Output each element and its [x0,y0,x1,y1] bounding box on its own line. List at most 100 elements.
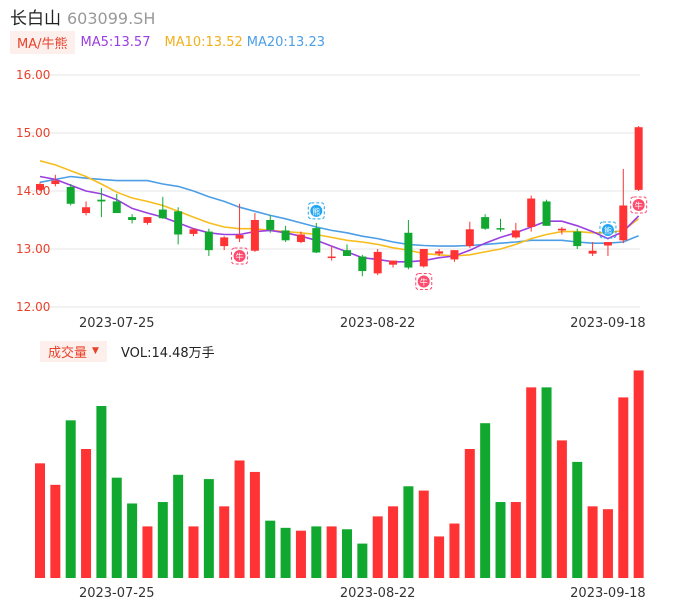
candle-body [419,249,428,267]
volume-bar [342,529,352,578]
candle-body [327,256,336,259]
volume-bar [142,526,153,578]
y-tick-label: 13.00 [16,242,50,256]
ma-bullbear-toggle[interactable]: MA/牛熊 [10,30,75,54]
y-tick-label: 16.00 [16,68,50,82]
candle-body [82,207,91,214]
volume-bar [127,503,138,578]
candle-body [143,217,152,223]
volume-bar [81,449,92,578]
volume-bar [403,486,414,578]
signal-dot [310,204,323,217]
candle-body [373,251,382,274]
volume-bar [111,477,122,578]
volume-bar [65,420,76,578]
candle-body [619,205,628,241]
volume-selector-label: 成交量 [48,345,88,361]
candle-body [266,220,275,230]
bear-signal-icon: 熊 [599,221,617,239]
signal-label: 牛 [420,277,428,287]
candle-body [343,250,351,256]
volume-bar [526,387,537,578]
candle-body [220,237,229,247]
candle-body [465,229,474,247]
candle-body [158,209,167,219]
bull-signal-icon: 牛 [415,273,433,291]
ma20-line [39,175,639,247]
candle-body [296,234,305,243]
x-tick-label: 2023-08-22 [340,316,416,331]
candle-body [112,201,121,214]
stock-header: 长白山 603099.SH [10,4,156,29]
candle-body [204,231,213,251]
volume-bar [50,484,61,578]
candle-body [603,242,612,246]
volume-bar [633,370,644,578]
y-tick-label: 15.00 [16,126,50,140]
signal-frame [307,202,325,220]
candle-body [97,199,106,202]
volume-value: VOL:14.48万手 [120,345,215,361]
signal-label: 熊 [604,226,612,236]
candle-body [174,211,183,235]
candle-body [496,228,505,230]
volume-bar [234,460,245,578]
volume-bar [326,526,337,578]
candle-body [588,250,597,254]
volume-bar [357,543,368,578]
signal-frame [231,247,249,265]
signal-dot [233,250,246,263]
bull-signal-icon: 牛 [231,247,249,265]
stock-name: 长白山 [10,9,61,29]
candle-body [51,180,60,185]
x-tick-label: 2023-07-25 [79,316,155,331]
candle-body [557,228,566,231]
candle-body [250,220,259,251]
volume-bar [434,536,445,578]
bear-signal-icon: 熊 [307,202,325,220]
candle-body [189,229,198,234]
volume-bar [35,463,45,578]
volume-bar [295,530,306,578]
candle-body [389,260,398,265]
volume-x-tick-label: 2023-09-18 [570,586,646,601]
volume-bar [372,516,383,578]
candle-body [450,250,459,260]
candle-body [128,217,137,220]
signal-label: 牛 [635,201,643,211]
candle-body [634,127,643,190]
ma20-value: MA20:13.23 [246,34,325,50]
signal-frame [415,273,433,291]
volume-bar [219,506,230,578]
candle-body [511,230,520,238]
candle-body [481,217,490,229]
ma10-value: MA10:13.52 [164,34,243,50]
volume-bar [510,502,521,578]
volume-bar [265,520,276,578]
signal-frame [599,221,617,239]
candle-body [527,198,536,227]
volume-bar [587,506,598,578]
volume-bar [602,509,613,578]
volume-indicator-selector[interactable]: 成交量 ▼ [40,340,107,362]
stock-code: 603099.SH [67,9,156,28]
signal-frame [630,196,648,214]
volume-bar [188,526,199,578]
signal-dot [601,224,614,237]
volume-bar [556,440,567,578]
volume-bar [480,423,491,578]
candle-body [573,231,582,247]
volume-bar [96,406,107,578]
ma5-value: MA5:13.57 [80,34,151,50]
caret-down-icon: ▼ [92,346,99,356]
candle-body [235,235,244,239]
bull-signal-icon: 牛 [630,196,648,214]
ma-legend: MA/牛熊 MA5:13.57 MA10:13.52 MA20:13.23 [10,30,325,54]
candle-body [281,230,290,241]
ma5-line [39,175,640,263]
volume-bar [173,474,184,578]
volume-x-tick-label: 2023-07-25 [79,586,155,601]
volume-bar [311,526,322,578]
candle-body [404,232,413,268]
